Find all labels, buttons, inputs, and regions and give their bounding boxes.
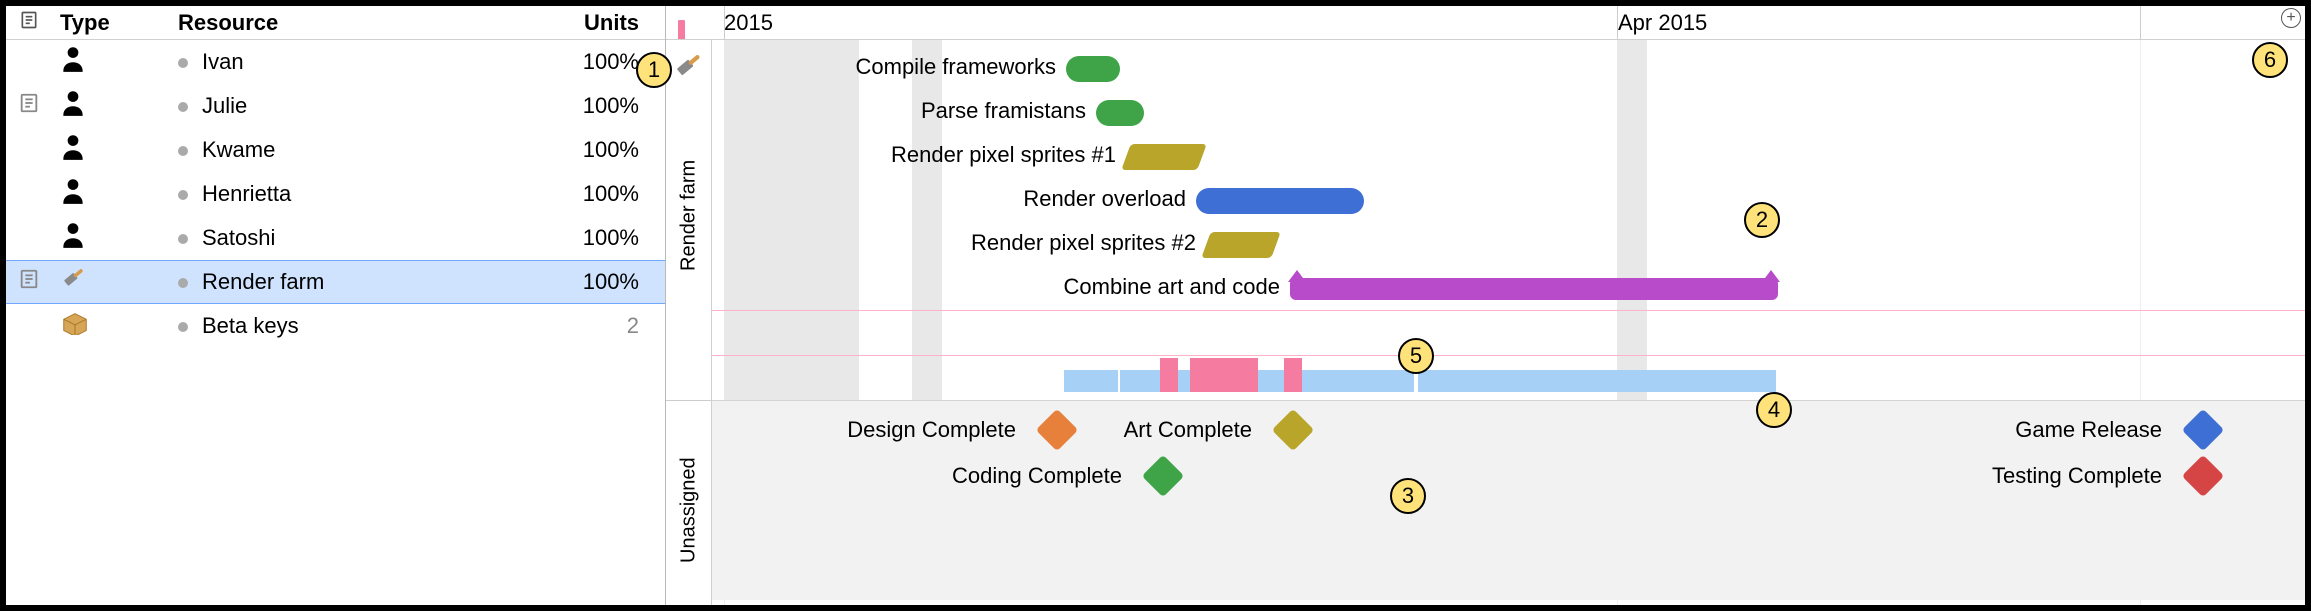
task-label: Parse framistans	[921, 98, 1086, 124]
row-labels: Render farm Unassigned	[666, 40, 712, 605]
milestone-diamond[interactable]	[2182, 455, 2224, 497]
status-dot	[178, 190, 188, 200]
milestone-label: Game Release	[2015, 417, 2162, 443]
task-bar[interactable]	[1066, 56, 1120, 82]
resource-row[interactable]: Ivan100%	[6, 40, 665, 84]
group-label: Render farm	[666, 80, 712, 350]
resource-row[interactable]: Kwame 100%	[6, 128, 665, 172]
milestone-diamond[interactable]	[1036, 409, 1078, 451]
timeline-header-label: 2015	[724, 10, 773, 36]
resource-histogram	[712, 358, 2305, 392]
person-icon	[60, 98, 86, 123]
person-icon	[60, 186, 86, 211]
callout-badge: 3	[1390, 478, 1426, 514]
task-label: Render overload	[1023, 186, 1186, 212]
col-header-units[interactable]: Units	[545, 10, 665, 36]
person-icon	[60, 142, 86, 167]
callout-badge: 4	[1756, 392, 1792, 428]
gantt-panel: 2015 Apr 2015 + Render farm Unassigned Comp…	[666, 6, 2305, 605]
box-icon	[60, 315, 90, 340]
resource-name: Ivan	[202, 49, 244, 74]
person-icon	[60, 230, 86, 255]
resource-panel: Type Resource Units Ivan100%Julie100%Kwa…	[6, 6, 666, 605]
resource-row[interactable]: Julie 100%	[6, 84, 665, 128]
unassigned-band: Design Complete Art Complete Game Release C…	[712, 400, 2305, 600]
timeline-header[interactable]: 2015 Apr 2015 +	[666, 6, 2305, 40]
status-dot	[178, 234, 188, 244]
task-bar[interactable]	[1121, 144, 1206, 170]
timeline-header-label: Apr 2015	[1618, 10, 1707, 36]
hammer-icon	[672, 50, 706, 84]
milestone-diamond[interactable]	[2182, 409, 2224, 451]
task-label: Combine art and code	[1064, 274, 1280, 300]
resource-units: 100%	[545, 137, 665, 163]
milestone-diamond[interactable]	[1272, 409, 1314, 451]
resource-row[interactable]: Render farm 100%	[6, 260, 665, 304]
milestone-label: Art Complete	[1124, 417, 1252, 443]
resource-row[interactable]: Beta keys 2	[6, 304, 665, 348]
task-label: Compile frameworks	[856, 54, 1057, 80]
resource-name: Julie	[202, 93, 247, 118]
chart-area[interactable]: Compile frameworks Parse framistans Render…	[712, 40, 2305, 605]
callout-badge: 2	[1744, 202, 1780, 238]
callout-badge: 6	[2252, 42, 2288, 78]
note-icon[interactable]	[18, 92, 40, 120]
add-button[interactable]: +	[2281, 8, 2301, 28]
hammer-icon	[60, 273, 88, 298]
status-dot	[178, 58, 188, 68]
col-header-notes-icon[interactable]	[6, 10, 52, 36]
resource-units: 100%	[545, 225, 665, 251]
resource-name: Henrietta	[202, 181, 291, 206]
milestone-label: Coding Complete	[952, 463, 1122, 489]
callout-badge: 1	[636, 52, 672, 88]
status-dot	[178, 322, 188, 332]
resource-row[interactable]: Satoshi 100%	[6, 216, 665, 260]
task-bar[interactable]	[1096, 100, 1144, 126]
task-label: Render pixel sprites #1	[891, 142, 1116, 168]
resource-name: Kwame	[202, 137, 275, 162]
task-label: Render pixel sprites #2	[971, 230, 1196, 256]
milestone-label: Testing Complete	[1992, 463, 2162, 489]
group-label: Unassigned	[666, 440, 712, 580]
resource-units: 100%	[545, 93, 665, 119]
callout-badge: 5	[1398, 338, 1434, 374]
status-dot	[178, 146, 188, 156]
status-dot	[178, 278, 188, 288]
resource-name: Satoshi	[202, 225, 275, 250]
milestone-label: Design Complete	[847, 417, 1016, 443]
resource-name: Render farm	[202, 269, 324, 294]
task-bar[interactable]	[1290, 278, 1778, 300]
resource-units: 100%	[545, 181, 665, 207]
task-bar[interactable]	[1201, 232, 1280, 258]
resource-units: 100%	[545, 269, 665, 295]
milestone-diamond[interactable]	[1142, 455, 1184, 497]
resource-header: Type Resource Units	[6, 6, 665, 40]
task-bar[interactable]	[1196, 188, 1364, 214]
col-header-type[interactable]: Type	[52, 10, 170, 36]
resource-units: 2	[545, 313, 665, 339]
note-icon[interactable]	[18, 268, 40, 296]
resource-row[interactable]: Henrietta 100%	[6, 172, 665, 216]
col-header-resource[interactable]: Resource	[170, 10, 545, 36]
status-dot	[178, 102, 188, 112]
person-icon	[60, 54, 86, 79]
resource-name: Beta keys	[202, 313, 299, 338]
